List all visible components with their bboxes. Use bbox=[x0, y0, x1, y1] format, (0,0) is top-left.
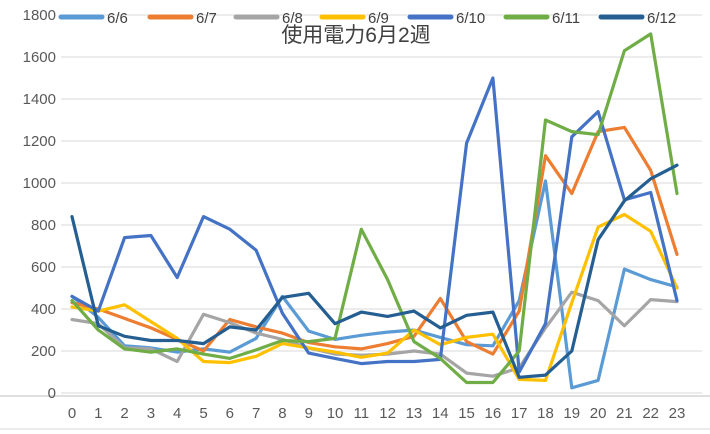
y-tick-label-1800: 1800 bbox=[23, 7, 56, 24]
legend-item-6/8[interactable]: 6/8 bbox=[233, 10, 303, 27]
series-line-6/9 bbox=[70, 212, 679, 382]
legend-label-6/12: 6/12 bbox=[647, 10, 676, 27]
legend-label-6/8: 6/8 bbox=[282, 10, 303, 27]
x-tick-label-13: 13 bbox=[406, 405, 423, 422]
x-tick-label-20: 20 bbox=[590, 405, 607, 422]
x-tick-label-19: 19 bbox=[563, 405, 580, 422]
x-tick-label-14: 14 bbox=[432, 405, 449, 422]
legend-label-6/9: 6/9 bbox=[368, 10, 389, 27]
series-line-6/11 bbox=[70, 32, 679, 385]
x-tick-label-22: 22 bbox=[642, 405, 659, 422]
legend-item-6/7[interactable]: 6/7 bbox=[147, 10, 217, 27]
x-tick-label-17: 17 bbox=[511, 405, 528, 422]
x-tick-label-15: 15 bbox=[458, 405, 475, 422]
y-axis-tick-labels: 0 200 400 600 800 1000 1200 1400 1600 1800 bbox=[23, 7, 56, 402]
legend-item-6/6[interactable]: 6/6 bbox=[58, 10, 128, 27]
x-tick-label-12: 12 bbox=[379, 405, 396, 422]
x-tick-label-0: 0 bbox=[68, 405, 76, 422]
x-tick-label-10: 10 bbox=[327, 405, 344, 422]
legend-item-6/12[interactable]: 6/12 bbox=[598, 10, 676, 27]
series-line-6/7 bbox=[70, 125, 679, 356]
x-tick-label-21: 21 bbox=[616, 405, 633, 422]
data-series-lines bbox=[70, 32, 679, 390]
y-tick-label-600: 600 bbox=[31, 259, 56, 276]
y-tick-label-1000: 1000 bbox=[23, 175, 56, 192]
x-tick-label-6: 6 bbox=[226, 405, 234, 422]
x-tick-label-1: 1 bbox=[94, 405, 102, 422]
y-tick-label-0: 0 bbox=[48, 385, 56, 402]
gridlines bbox=[0, 14, 710, 430]
y-tick-label-1600: 1600 bbox=[23, 49, 56, 66]
y-tick-label-1200: 1200 bbox=[23, 133, 56, 150]
legend-label-6/10: 6/10 bbox=[456, 10, 485, 27]
legend-item-6/9[interactable]: 6/9 bbox=[319, 10, 389, 27]
x-tick-label-5: 5 bbox=[199, 405, 207, 422]
chart-title: 使用電力6月2週 bbox=[281, 24, 430, 47]
y-tick-label-200: 200 bbox=[31, 343, 56, 360]
chart-legend: 6/6 6/7 6/8 6/9 6/10 6/11 6/12 bbox=[58, 10, 676, 27]
legend-label-6/11: 6/11 bbox=[552, 10, 580, 27]
x-tick-label-16: 16 bbox=[485, 405, 502, 422]
legend-item-6/11[interactable]: 6/11 bbox=[503, 10, 580, 27]
series-line-6/6 bbox=[70, 179, 679, 390]
y-tick-label-400: 400 bbox=[31, 301, 56, 318]
legend-label-6/6: 6/6 bbox=[107, 10, 128, 27]
x-axis-tick-labels: 0 1 2 3 4 5 6 7 8 9 10 11 12 13 14 15 16 17 18 19 20 21 22 23 bbox=[68, 405, 686, 422]
x-tick-label-7: 7 bbox=[252, 405, 260, 422]
x-tick-label-18: 18 bbox=[537, 405, 554, 422]
series-line-6/12 bbox=[70, 163, 679, 379]
x-tick-label-3: 3 bbox=[147, 405, 155, 422]
x-tick-label-11: 11 bbox=[354, 405, 370, 422]
x-tick-label-23: 23 bbox=[669, 405, 686, 422]
x-tick-label-8: 8 bbox=[278, 405, 286, 422]
y-tick-label-800: 800 bbox=[31, 217, 56, 234]
x-tick-label-2: 2 bbox=[120, 405, 128, 422]
legend-label-6/7: 6/7 bbox=[196, 10, 217, 27]
y-tick-label-1400: 1400 bbox=[23, 91, 56, 108]
legend-item-6/10[interactable]: 6/10 bbox=[407, 10, 485, 27]
x-tick-label-4: 4 bbox=[173, 405, 181, 422]
x-tick-label-9: 9 bbox=[305, 405, 313, 422]
